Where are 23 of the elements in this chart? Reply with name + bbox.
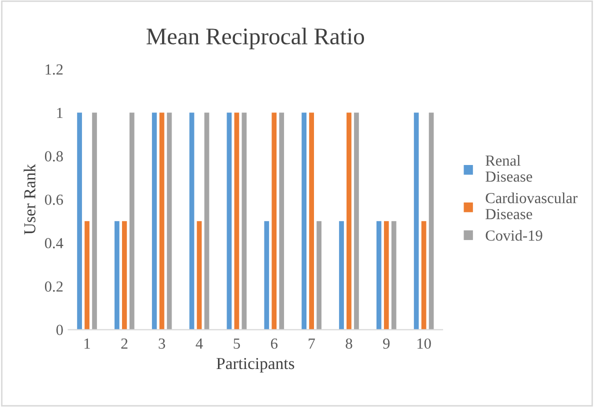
y-tick-label: 0.4 [44,238,64,248]
x-tick-label: 5 [234,338,240,349]
x-tick-label: 2 [121,338,128,349]
x-tick-label: 8 [346,338,352,349]
y-tick-label: 1.2 [46,64,63,75]
legend-label: Renal Disease [486,155,532,182]
x-tick-label: 3 [158,338,166,349]
y-axis-title: User Rank [24,164,36,234]
y-tick-label: 0 [56,324,63,336]
x-tick-label: 7 [308,338,315,349]
y-tick-label: 0.2 [44,281,63,292]
y-tick-label: 0.8 [44,151,63,162]
x-tick-label: 6 [270,338,278,349]
x-tick-label: 4 [196,338,203,349]
chart-title: Mean Reciprocal Ratio [146,28,364,50]
x-tick-label: 1 [84,338,90,349]
x-tick-label: 9 [383,338,390,349]
y-tick-label: 1 [57,108,63,118]
y-tick-label: 0.6 [44,194,63,205]
x-axis-title: Participants [216,358,294,373]
x-tick-label: 10 [418,338,431,349]
legend-label: Covid-19 [486,230,542,241]
legend-label: Cardiovascular Disease [486,192,578,220]
